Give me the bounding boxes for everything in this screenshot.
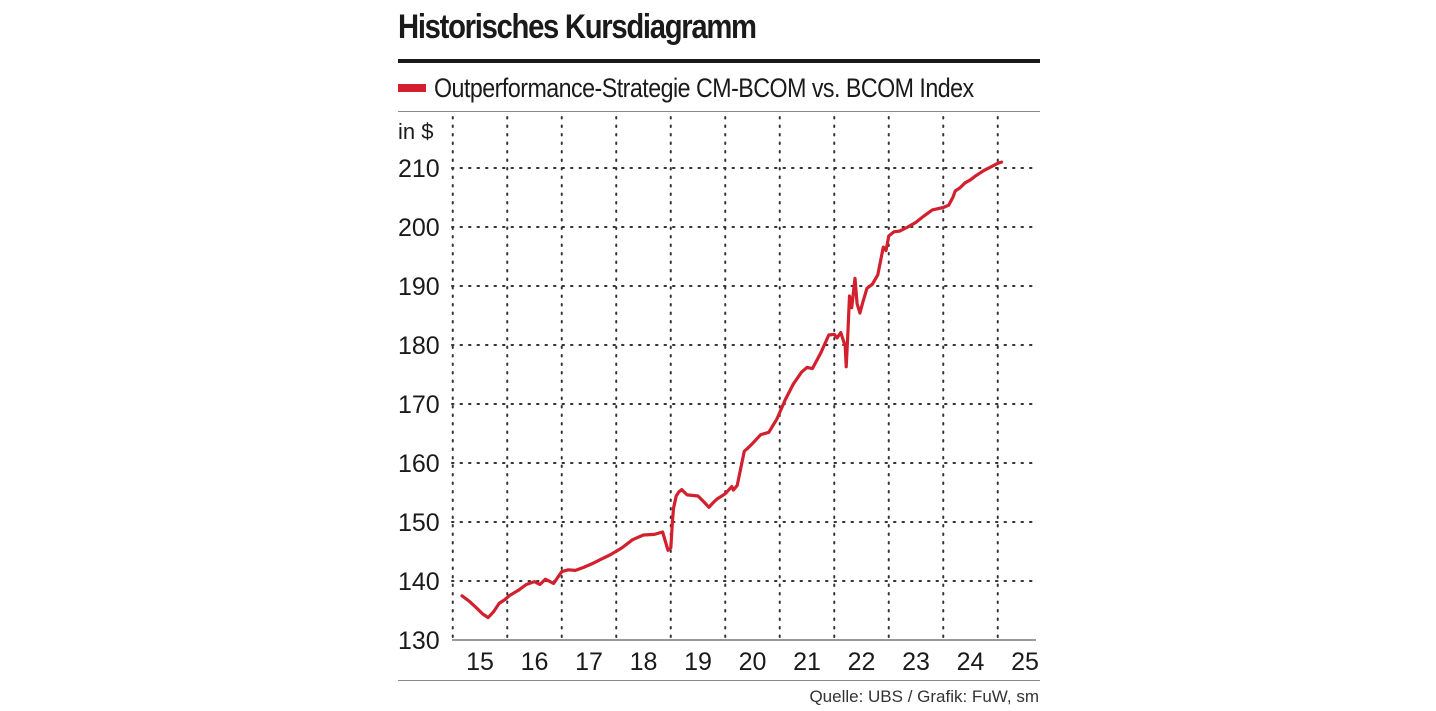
- y-tick-label: 150: [398, 509, 440, 537]
- y-tick-label: 210: [398, 155, 440, 183]
- x-tick-label: 24: [957, 648, 985, 676]
- y-tick-label: 140: [398, 568, 440, 596]
- bottom-rule: [398, 680, 1040, 681]
- x-tick-label: 23: [902, 648, 930, 676]
- grid-layer: [451, 116, 1037, 641]
- legend-swatch: [398, 84, 426, 92]
- legend-rule: [398, 111, 1040, 112]
- x-tick-label: 17: [575, 648, 603, 676]
- x-tick-label: 19: [684, 648, 712, 676]
- legend: Outperformance-Strategie CM-BCOM vs. BCO…: [398, 70, 1062, 106]
- x-tick-label: 22: [848, 648, 876, 676]
- y-tick-label: 160: [398, 450, 440, 478]
- y-tick-label: 170: [398, 391, 440, 419]
- y-axis-unit-label: in $: [398, 119, 433, 144]
- x-tick-label: 16: [521, 648, 549, 676]
- x-tick-label: 20: [739, 648, 767, 676]
- x-tick-label: 18: [630, 648, 658, 676]
- y-tick-label: 180: [398, 332, 440, 360]
- x-tick-label: 15: [466, 648, 494, 676]
- y-tick-label: 200: [398, 214, 440, 242]
- axis-layer: in $ 130 140 150 160 170 180 190 200 210 15 16 17 18…: [398, 119, 1039, 676]
- chart-title: Historisches Kursdiagramm: [398, 8, 757, 46]
- x-tick-label: 21: [793, 648, 821, 676]
- y-tick-label: 190: [398, 273, 440, 301]
- x-tick-label: 25: [1011, 648, 1039, 676]
- series-line: [460, 160, 1004, 620]
- source-note: Quelle: UBS / Grafik: FuW, sm: [809, 687, 1039, 706]
- legend-label: Outperformance-Strategie CM-BCOM vs. BCO…: [434, 72, 974, 103]
- line-layer: [460, 160, 1004, 620]
- y-tick-label: 130: [398, 627, 440, 655]
- title-rule: [398, 59, 1040, 63]
